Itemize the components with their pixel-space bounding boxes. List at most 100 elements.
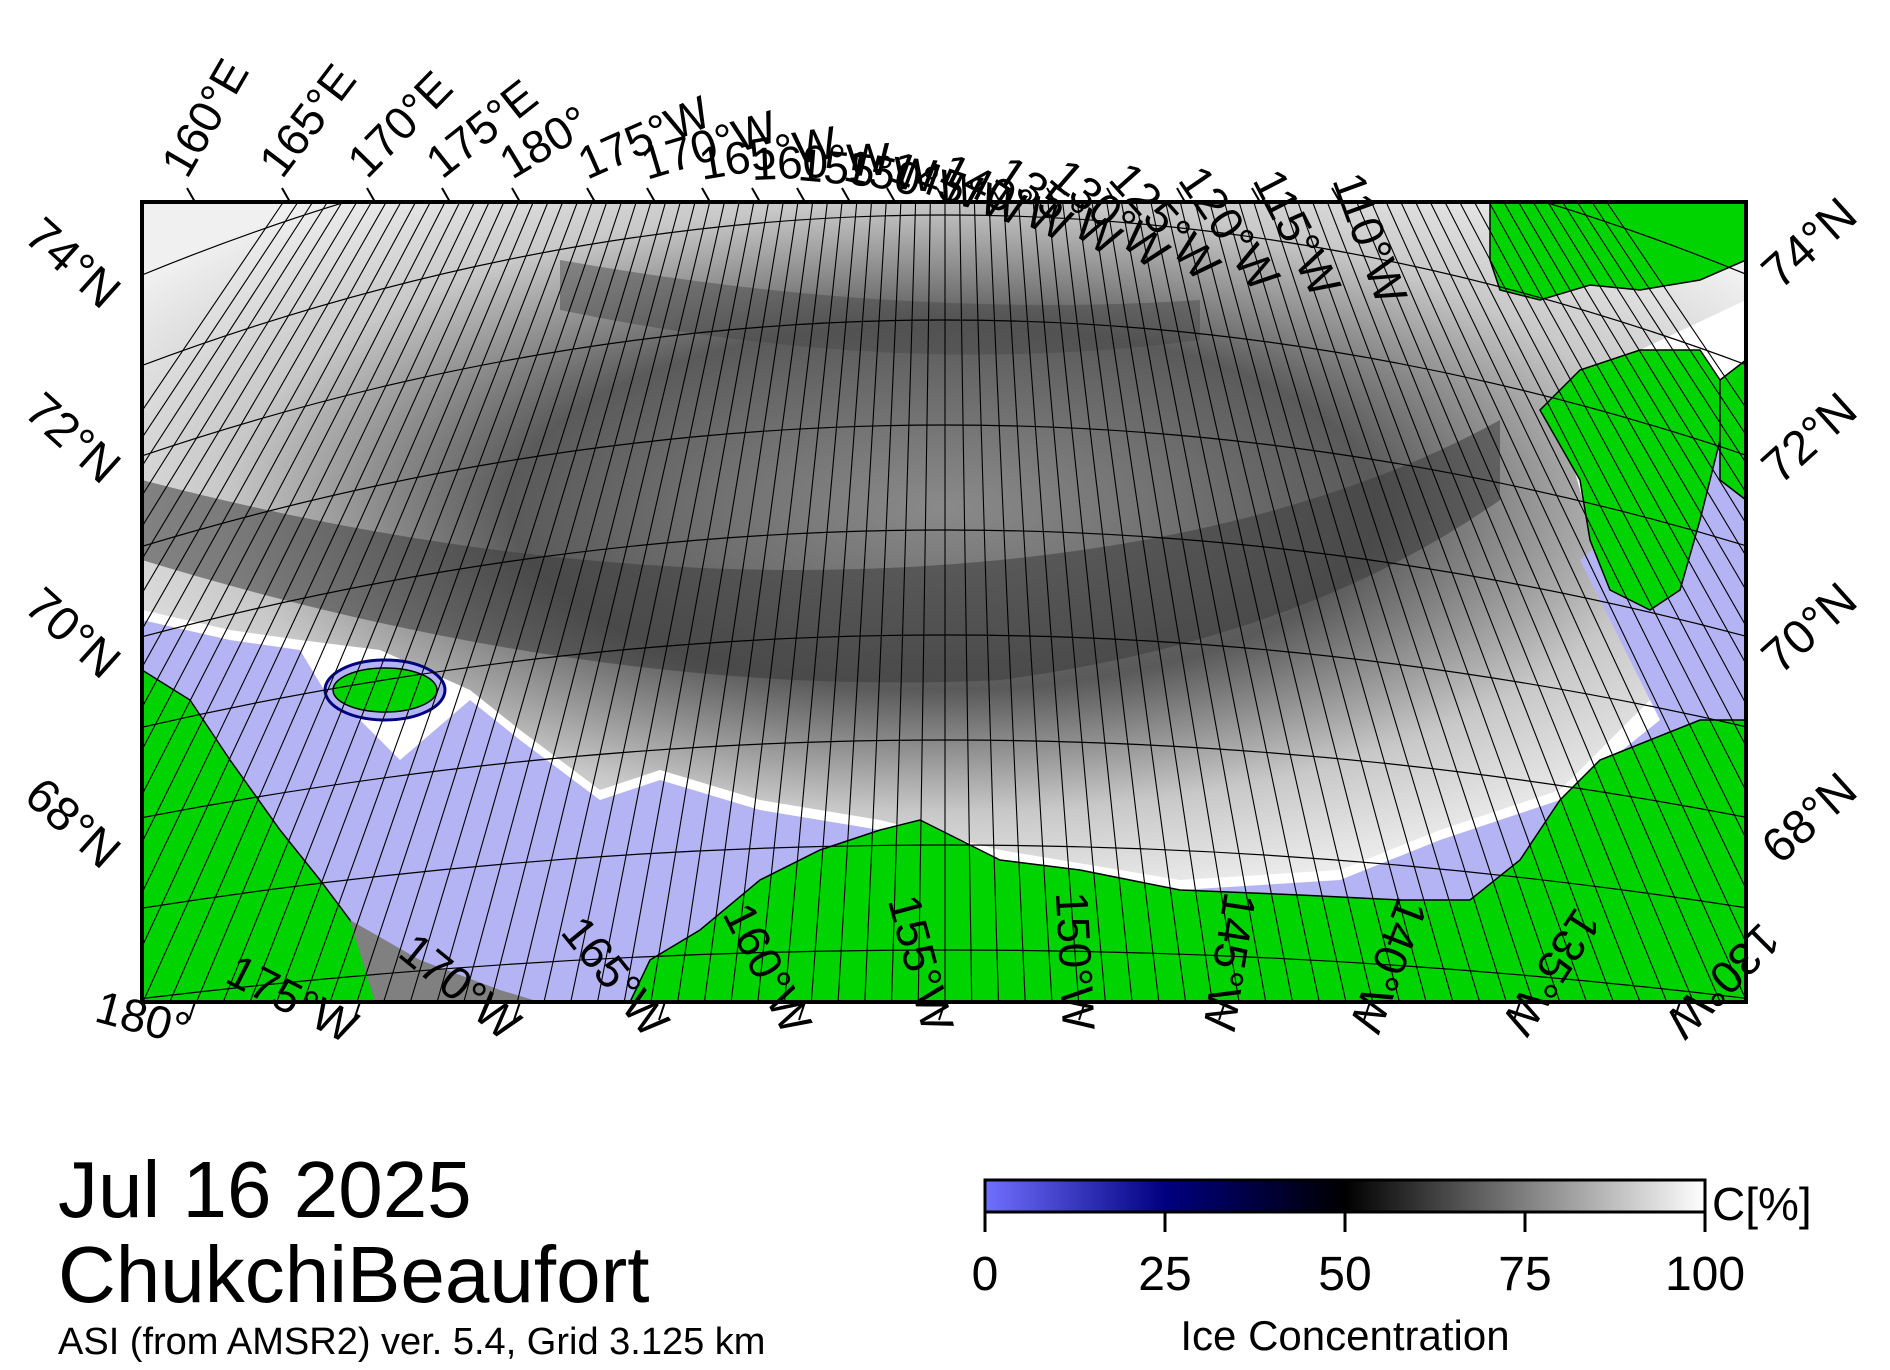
colorbar-title: Ice Concentration	[1180, 1312, 1509, 1359]
meridian-line	[570, 202, 740, 1002]
meridian-line	[1003, 202, 1053, 1002]
meridian-line	[703, 202, 814, 1002]
meridian-line	[1253, 202, 1507, 1002]
top-tick	[1331, 187, 1341, 203]
meridian-line	[1473, 202, 1746, 706]
right-latitude-label: 68°N	[1752, 763, 1867, 874]
top-tick	[886, 187, 896, 203]
meridian-line	[543, 202, 725, 1002]
top-tick	[1106, 187, 1116, 203]
meridian-line	[1120, 202, 1267, 1002]
meridian-line	[356, 202, 623, 1002]
meridian-line	[142, 202, 446, 797]
map-date: Jul 16 2025	[58, 1145, 472, 1234]
meridian-line	[195, 202, 534, 1002]
top-longitude-label: 155°W	[796, 138, 939, 202]
meridian-line	[1047, 202, 1133, 1002]
map-region-title: ChukchiBeaufort	[58, 1230, 650, 1319]
meridian-line	[1267, 202, 1534, 1002]
bottom-tick	[1078, 1001, 1086, 1021]
meridian-line	[890, 202, 917, 1002]
meridian-line	[837, 202, 887, 1002]
meridian-line	[1356, 202, 1695, 1002]
meridian-line	[784, 202, 858, 1002]
meridian-line	[142, 202, 284, 412]
land-alaska	[629, 719, 1746, 1002]
bottom-longitude-label: 150°W	[1046, 890, 1105, 1032]
meridian-line	[959, 202, 973, 1002]
top-tick	[281, 187, 291, 203]
meridian-line	[1091, 202, 1213, 1002]
land-arctic-islands	[1489, 202, 1746, 301]
colorbar-tick-label: 100	[1665, 1248, 1745, 1301]
top-tick	[186, 187, 196, 203]
right-latitude-label: 72°N	[1752, 383, 1867, 494]
meridian-line	[1400, 202, 1746, 944]
meridian-line	[142, 202, 387, 631]
meridian-line	[142, 202, 461, 844]
bottom-tick	[513, 1001, 521, 1021]
meridian-line	[1238, 202, 1481, 1002]
meridian-line	[142, 202, 328, 497]
meridian-line	[516, 202, 711, 1002]
meridian-line	[142, 202, 475, 895]
left-latitude-label: 70°N	[15, 578, 130, 689]
meridian-line	[249, 202, 564, 1002]
meridian-line	[1444, 202, 1746, 793]
meridian-line	[142, 202, 373, 595]
meridian-line	[917, 202, 931, 1002]
meridian-line	[1459, 202, 1746, 748]
top-tick	[1176, 187, 1186, 203]
meridian-line	[973, 202, 1000, 1002]
meridian-line	[1429, 202, 1746, 840]
meridian-line	[1488, 202, 1746, 665]
meridian-line	[1032, 202, 1106, 1002]
meridian-line	[222, 202, 549, 1002]
meridian-line	[596, 202, 755, 1002]
top-tick	[441, 187, 451, 203]
meridian-line	[276, 202, 578, 1002]
meridian-line	[1547, 202, 1746, 525]
bottom-tick	[188, 1001, 196, 1021]
top-tick	[991, 187, 1001, 203]
meridian-line	[463, 202, 681, 1002]
bottom-tick	[1513, 1001, 1521, 1021]
meridian-line	[1297, 202, 1588, 1002]
left-latitude-label: 72°N	[15, 383, 130, 494]
meridian-line	[1223, 202, 1454, 1002]
colorbar-ticks: 0 25 50 75 100	[972, 1212, 1745, 1301]
bottom-tick	[1218, 1001, 1226, 1021]
meridian-line	[1591, 202, 1746, 436]
meridian-line	[142, 202, 402, 669]
colorbar-unit: C[%]	[1712, 1178, 1812, 1230]
map-panel	[142, 202, 1746, 1002]
meridian-line	[1517, 202, 1746, 592]
land-victoria-east	[1719, 359, 1746, 501]
bottom-tick	[353, 1001, 361, 1021]
top-tick	[701, 187, 711, 203]
colorbar-tick-label: 75	[1498, 1248, 1551, 1301]
meridian-line	[623, 202, 770, 1002]
meridian-line	[1106, 202, 1240, 1002]
left-latitude-label: 74°N	[15, 208, 130, 319]
left-latitude-label: 68°N	[15, 768, 130, 879]
right-latitude-label: 70°N	[1752, 573, 1867, 684]
meridian-line	[142, 202, 299, 439]
meridian-line	[436, 202, 667, 1002]
meridian-line	[142, 202, 431, 752]
meridian-line	[1194, 202, 1400, 1002]
data-source-note: ASI (from AMSR2) ver. 5.4, Grid 3.125 km	[58, 1321, 766, 1363]
top-tick	[841, 187, 851, 203]
colorbar-tick-label: 50	[1318, 1248, 1371, 1301]
bottom-tick	[1363, 1001, 1371, 1021]
left-latitude-labels: 74°N 72°N 70°N 68°N	[15, 208, 130, 879]
top-longitude-label: 160°E	[151, 50, 259, 185]
meridian-line	[142, 202, 505, 1002]
meridian-line	[988, 202, 1026, 1002]
meridian-line	[1179, 202, 1374, 1002]
meridian-line	[1282, 202, 1561, 1002]
top-tick	[586, 187, 596, 203]
meridian-line	[1562, 202, 1746, 494]
meridian-line	[1606, 202, 1746, 409]
meridian-line	[1326, 202, 1641, 1002]
